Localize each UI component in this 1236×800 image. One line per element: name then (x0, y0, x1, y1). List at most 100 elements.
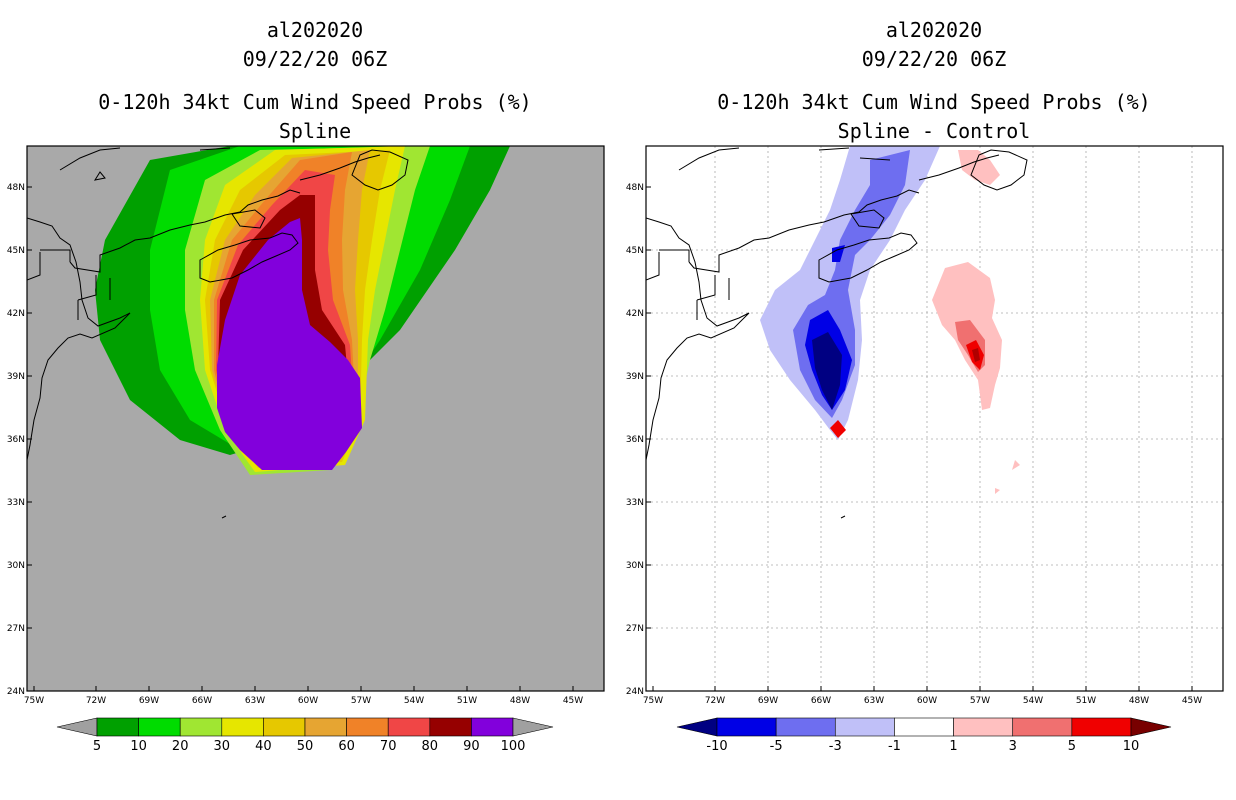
colorbar-label: 20 (172, 739, 189, 754)
colorbar-label: 70 (380, 739, 397, 754)
colorbar-swatch (953, 717, 1014, 737)
lon-tick-label: 66W (811, 696, 831, 706)
colorbar-label: 100 (501, 739, 526, 754)
left-storm-id: al202020 (266, 18, 364, 42)
lon-tick-label: 51W (1076, 696, 1096, 706)
colorbar-label: 40 (255, 739, 272, 754)
right-datetime: 09/22/20 06Z (861, 47, 1007, 71)
colorbar-label: -1 (888, 739, 901, 754)
colorbar-swatch (96, 717, 139, 737)
colorbar-swatch (304, 717, 347, 737)
prob-band-90-100 (217, 218, 362, 470)
lon-tick-label: 69W (139, 696, 159, 706)
lon-tick-label: 63W (864, 696, 884, 706)
lon-tick-label: 72W (86, 696, 106, 706)
colorbar-swatch (138, 717, 181, 737)
left-coastlines (27, 147, 409, 519)
left-variant: Spline (278, 119, 352, 143)
colorbar-label: 3 (1009, 739, 1017, 754)
lon-tick-label: 57W (351, 696, 371, 706)
colorbar-swatch (429, 717, 472, 737)
left-datetime: 09/22/20 06Z (242, 47, 388, 71)
lon-tick-label: 57W (970, 696, 990, 706)
diff-pos-1-to-3 (932, 150, 1020, 494)
lon-tick-label: 45W (563, 696, 583, 706)
colorbar-swatch (471, 717, 514, 737)
colorbar-label: 50 (297, 739, 314, 754)
colorbar-label: 10 (1123, 739, 1140, 754)
lat-tick-label: 42N (626, 309, 644, 319)
colorbar-swatch (716, 717, 777, 737)
lon-tick-label: 60W (917, 696, 937, 706)
lat-tick-label: 45N (7, 246, 25, 256)
colorbar-swatch (1012, 717, 1073, 737)
right-coastlines (646, 147, 1028, 519)
lon-tick-label: 48W (510, 696, 530, 706)
diff-pos-over-10 (972, 348, 980, 362)
lat-tick-label: 36N (7, 435, 25, 445)
lat-tick-label: 30N (7, 561, 25, 571)
left-subtitle: 0-120h 34kt Cum Wind Speed Probs (%) Spl… (26, 88, 604, 146)
colorbar-label: -10 (706, 739, 727, 754)
colorbar-over-arrow (512, 717, 554, 737)
colorbar-swatch (775, 717, 836, 737)
right-colorbar: -10 -5 -3 -1 1 3 5 10 (676, 717, 1172, 754)
colorbar-label: 90 (463, 739, 480, 754)
lat-tick-label: 33N (626, 498, 644, 508)
right-product: 0-120h 34kt Cum Wind Speed Probs (%) (717, 90, 1151, 114)
colorbar-label: 30 (214, 739, 231, 754)
colorbar-swatch (387, 717, 431, 737)
colorbar-label: 1 (949, 739, 957, 754)
colorbar-label: -5 (770, 739, 783, 754)
lon-tick-label: 69W (758, 696, 778, 706)
lon-tick-label: 66W (192, 696, 212, 706)
lat-tick-label: 39N (626, 372, 644, 382)
colorbar-swatch (179, 717, 223, 737)
right-storm-id: al202020 (885, 18, 983, 42)
right-map-frame (645, 145, 1224, 692)
lat-tick-label: 42N (7, 309, 25, 319)
lon-tick-label: 54W (1023, 696, 1043, 706)
left-probability-field (27, 146, 510, 519)
lon-tick-label: 72W (705, 696, 725, 706)
left-colorbar: 5 10 20 30 40 50 60 70 80 90 100 (56, 717, 554, 754)
lat-tick-label: 27N (7, 624, 25, 634)
colorbar-swatch (834, 717, 895, 737)
lat-tick-label: 24N (7, 687, 25, 697)
diff-pos-5-to-10 (830, 340, 984, 438)
colorbar-label: 60 (338, 739, 355, 754)
left-title: al202020 09/22/20 06Z (26, 16, 604, 74)
colorbar-over-arrow (1130, 717, 1172, 737)
lon-tick-label: 75W (643, 696, 663, 706)
right-difference-field (646, 146, 1028, 519)
colorbar-label: 5 (1068, 739, 1076, 754)
lon-tick-label: 60W (298, 696, 318, 706)
lat-tick-label: 30N (626, 561, 644, 571)
right-variant: Spline - Control (837, 119, 1031, 143)
lon-tick-label: 45W (1182, 696, 1202, 706)
left-product: 0-120h 34kt Cum Wind Speed Probs (%) (98, 90, 532, 114)
left-map-frame (26, 145, 605, 692)
colorbar-swatch (894, 717, 954, 737)
colorbar-under-arrow (676, 717, 718, 737)
lat-tick-label: 36N (626, 435, 644, 445)
lat-tick-label: 33N (7, 498, 25, 508)
colorbar-swatch (263, 717, 306, 737)
lat-tick-label: 48N (626, 183, 644, 193)
lat-tick-label: 45N (626, 246, 644, 256)
lat-tick-label: 24N (626, 687, 644, 697)
right-map-background (646, 146, 1223, 691)
colorbar-label: 5 (93, 739, 101, 754)
lat-tick-label: 27N (626, 624, 644, 634)
lon-tick-label: 54W (404, 696, 424, 706)
colorbar-label: -3 (829, 739, 842, 754)
colorbar-label: 80 (422, 739, 439, 754)
lon-tick-label: 48W (1129, 696, 1149, 706)
lat-tick-label: 48N (7, 183, 25, 193)
colorbar-swatch (1071, 717, 1132, 737)
